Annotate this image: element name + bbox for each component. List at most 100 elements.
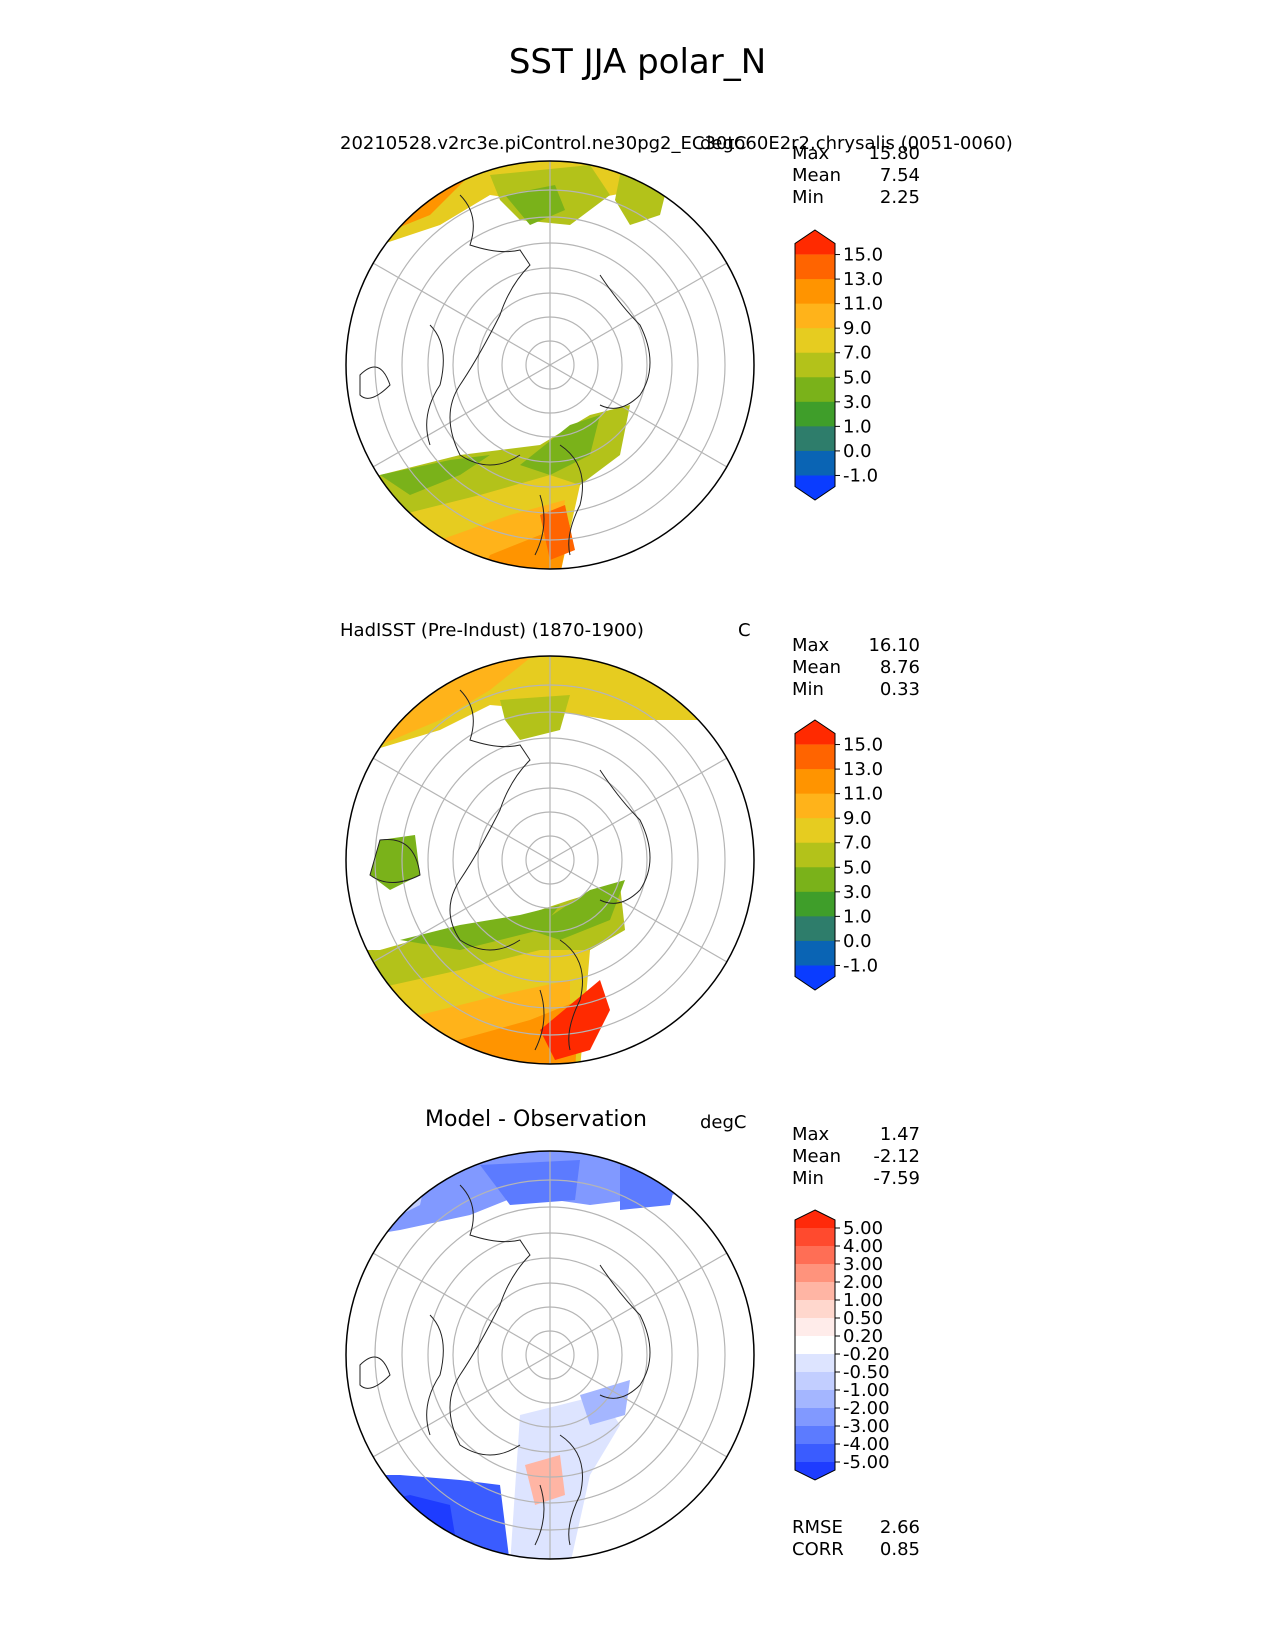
obs-stat-max-label: Max	[792, 635, 830, 656]
colorbar-tick-label: 5.00	[843, 1218, 883, 1239]
diff-norwegian-red	[525, 1455, 565, 1505]
obs-sst-okhotsk	[600, 665, 670, 720]
colorbar-tick-label: 0.0	[843, 441, 872, 462]
figure-title: SST JJA polar_N	[508, 42, 767, 82]
colorbar-tick-label: 15.0	[843, 735, 883, 756]
model-stat-min-value: 2.25	[879, 187, 920, 208]
colorbar-swatch	[795, 965, 835, 990]
colorbar-swatch	[795, 1336, 835, 1355]
diff-graticule	[372, 1151, 728, 1559]
diff-stat-min-label: Min	[792, 1168, 824, 1189]
model-units: degC	[700, 133, 747, 154]
colorbar-swatch	[795, 867, 835, 893]
colorbar-swatch	[795, 818, 835, 844]
obs-graticule	[372, 656, 728, 1064]
colorbar-swatch	[795, 1246, 835, 1265]
diff-rmse-value: 2.66	[879, 1517, 920, 1538]
model-graticule	[372, 161, 728, 569]
obs-stats: Max 16.10 Mean 8.76 Min 0.33	[792, 635, 920, 701]
diff-units: degC	[700, 1112, 747, 1133]
colorbar-outline	[794, 719, 836, 991]
diff-norwegian-mix	[510, 1395, 620, 1559]
diff-colorbar-swatches	[794, 1209, 836, 1481]
obs-sst-barents	[530, 880, 625, 940]
colorbar-swatch	[795, 450, 835, 476]
colorbar-tick-label: -4.00	[843, 1434, 890, 1455]
obs-sst-hudson	[370, 835, 420, 890]
colorbar-swatch	[795, 1210, 835, 1228]
obs-colorbar-ticks: 15.0 13.0 11.0 9.0 7.0 5.0 3.0 1.0 0.0 -1.0	[835, 735, 883, 976]
colorbar-tick-label: -1.00	[843, 1380, 890, 1401]
colorbar-tick-label: 9.0	[843, 808, 872, 829]
colorbar-swatch	[795, 720, 835, 745]
obs-units: C	[738, 620, 751, 641]
model-stat-mean-value: 7.54	[879, 165, 920, 186]
colorbar-swatch	[795, 1318, 835, 1337]
colorbar-tick-label: 3.0	[843, 392, 872, 413]
colorbar-tick-label: 0.50	[843, 1308, 883, 1329]
colorbar-swatch	[795, 328, 835, 354]
model-map-boundary	[345, 160, 755, 570]
colorbar-tick-label: 0.20	[843, 1326, 883, 1347]
colorbar-tick-label: 9.0	[843, 318, 872, 339]
model-stat-mean-label: Mean	[792, 165, 842, 186]
colorbar-swatch	[795, 303, 835, 329]
colorbar-swatch	[795, 1354, 835, 1373]
diff-corr-label: CORR	[792, 1539, 844, 1560]
colorbar-tick-label: 7.0	[843, 833, 872, 854]
model-sst-north-sea	[540, 505, 575, 560]
colorbar-tick-label: 13.0	[843, 759, 883, 780]
model-colorbar-swatches	[794, 229, 836, 501]
colorbar-tick-label: 4.00	[843, 1236, 883, 1257]
obs-stat-mean-value: 8.76	[879, 657, 920, 678]
colorbar-swatch	[795, 793, 835, 819]
colorbar-tick-label: 15.0	[843, 245, 883, 266]
diff-stats: Max 1.47 Mean -2.12 Min -7.59	[792, 1124, 920, 1190]
obs-polar-map	[345, 655, 755, 1065]
diff-rmse-label: RMSE	[792, 1517, 843, 1538]
diff-stat-min-value: -7.59	[873, 1168, 920, 1189]
diff-stat-mean-label: Mean	[792, 1146, 842, 1167]
model-stat-max-value: 15.80	[868, 143, 920, 164]
colorbar-swatch	[795, 426, 835, 452]
diff-map-boundary	[345, 1150, 755, 1560]
colorbar-swatch	[795, 916, 835, 942]
colorbar-swatch	[795, 769, 835, 795]
colorbar-tick-label: 1.0	[843, 906, 872, 927]
obs-colorbar: 15.0 13.0 11.0 9.0 7.0 5.0 3.0 1.0 0.0 -1.0	[794, 719, 883, 991]
obs-colorbar-swatches	[794, 719, 836, 991]
colorbar-swatch	[795, 401, 835, 427]
model-coastlines	[359, 194, 651, 556]
colorbar-swatch	[795, 842, 835, 868]
colorbar-swatch	[795, 377, 835, 403]
colorbar-outline	[794, 1209, 836, 1481]
colorbar-tick-label: -1.0	[843, 955, 878, 976]
obs-sst-bering-green	[500, 695, 570, 740]
colorbar-swatch	[795, 1462, 835, 1480]
model-sst-atlantic-green2	[380, 455, 490, 495]
colorbar-swatch	[795, 891, 835, 917]
model-left-title: 20210528.v2rc3e.piControl.ne30pg2_EC30to…	[340, 133, 1013, 154]
obs-left-title: HadISST (Pre-Indust) (1870-1900)	[340, 620, 644, 641]
colorbar-swatch	[795, 1426, 835, 1445]
colorbar-tick-label: 5.0	[843, 367, 872, 388]
model-polar-map	[345, 160, 755, 570]
colorbar-tick-label: 3.0	[843, 882, 872, 903]
model-stats: Max 15.80 Mean 7.54 Min 2.25	[792, 143, 920, 209]
obs-stat-max-value: 16.10	[868, 635, 920, 656]
colorbar-swatch	[795, 230, 835, 255]
colorbar-swatch	[795, 279, 835, 305]
model-colorbar-ticks: 15.0 13.0 11.0 9.0 7.0 5.0 3.0 1.0 0.0 -1.0	[835, 245, 883, 486]
colorbar-tick-label: 0.0	[843, 931, 872, 952]
obs-stat-mean-label: Mean	[792, 657, 842, 678]
colorbar-tick-label: 2.00	[843, 1272, 883, 1293]
diff-coastlines	[359, 1184, 651, 1546]
colorbar-tick-label: 7.0	[843, 343, 872, 364]
colorbar-tick-label: -0.20	[843, 1344, 890, 1365]
diff-stat-max-value: 1.47	[879, 1124, 920, 1145]
diff-colorbar-ticks: 5.004.003.002.001.000.500.20-0.20-0.50-1…	[835, 1218, 890, 1473]
colorbar-tick-label: 3.00	[843, 1254, 883, 1275]
colorbar-tick-label: -1.0	[843, 465, 878, 486]
diff-polar-map	[345, 1150, 755, 1560]
colorbar-tick-label: -2.00	[843, 1398, 890, 1419]
